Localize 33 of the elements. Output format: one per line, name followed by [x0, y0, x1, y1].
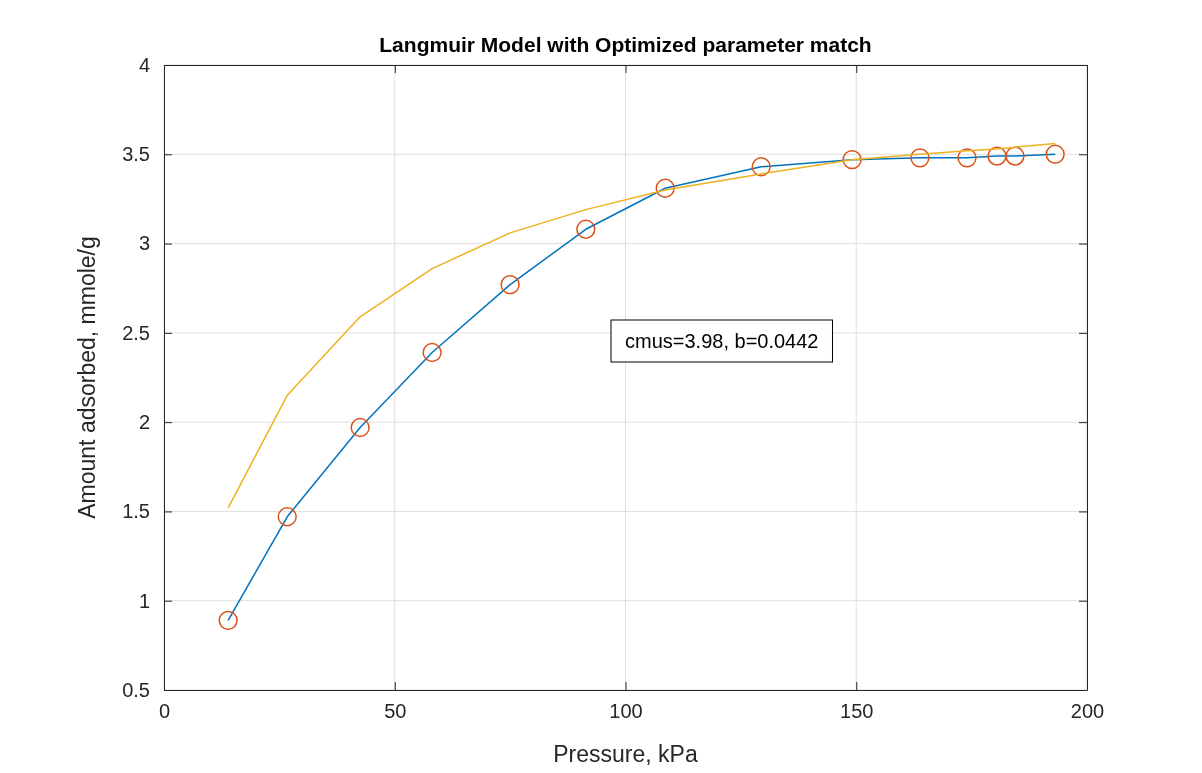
point [350, 417, 370, 438]
point [277, 507, 297, 527]
point [576, 219, 596, 239]
x-tick-label: 150 [840, 700, 874, 723]
line-series [227, 153, 1056, 622]
x-tick-label: 100 [609, 700, 643, 723]
point [1005, 146, 1025, 166]
point [751, 157, 771, 177]
x-axis-title: Pressure, kPa [553, 741, 698, 767]
y-tick-label: 1.5 [122, 500, 150, 523]
point [842, 149, 862, 170]
chart-title: Langmuir Model with Optimized parameter match [379, 33, 872, 56]
point [910, 148, 930, 168]
point [218, 610, 238, 631]
y-tick-label: 4 [138, 53, 150, 76]
x-tick-label: 50 [384, 700, 407, 723]
annotation: cmus=3.98, b=0.0442 [625, 330, 819, 352]
x-tick-label: 0 [158, 700, 171, 723]
x-tick-label: 200 [1070, 700, 1105, 723]
y-tick-label: 3.5 [122, 143, 150, 166]
point [422, 342, 442, 363]
point [1045, 144, 1065, 164]
y-axis-title: Amount adsorbed, mmole/g [74, 236, 100, 519]
y-tick-label: 0.5 [122, 678, 150, 701]
y-tick-label: 1 [138, 589, 150, 612]
point [655, 178, 675, 198]
y-tick-label: 2 [138, 411, 150, 434]
y-tick-label: 3 [138, 232, 150, 255]
line-series [227, 142, 1056, 509]
y-tick-label: 2.5 [122, 321, 150, 344]
point [500, 274, 520, 295]
point [987, 146, 1007, 166]
point [957, 148, 977, 168]
